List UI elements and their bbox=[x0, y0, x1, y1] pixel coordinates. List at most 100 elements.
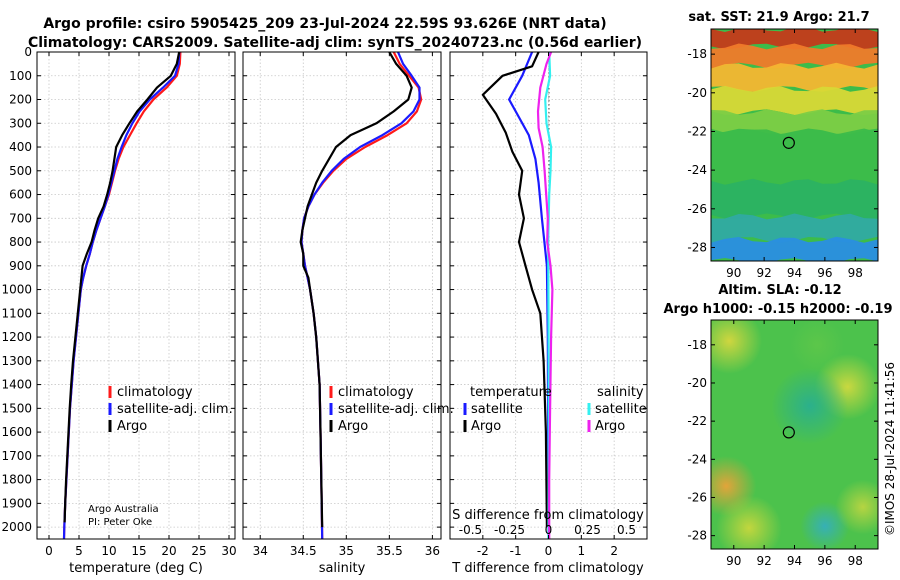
legend-label-satellite: satellite-adj. clim. bbox=[338, 402, 454, 417]
series-line-s-argo bbox=[536, 51, 554, 539]
map-x-tick-label: 94 bbox=[787, 554, 802, 568]
y-tick-label: 2000 bbox=[1, 520, 32, 534]
argo-location-marker bbox=[782, 426, 795, 439]
x-tick-label: 0 bbox=[545, 544, 553, 558]
t-difference-xlabel: T difference from climatology bbox=[451, 561, 644, 576]
x-tick-label: 30 bbox=[221, 544, 236, 558]
salinity-xlabel: salinity bbox=[319, 561, 366, 576]
salinity-legend: climatology satellite-adj. clim. Argo bbox=[329, 385, 454, 434]
x-tick-label: 25 bbox=[191, 544, 206, 558]
sst-band bbox=[711, 128, 878, 185]
sst-band bbox=[711, 29, 878, 50]
legend-label-argo: Argo bbox=[117, 419, 147, 434]
y-tick-label: 1000 bbox=[1, 283, 32, 297]
map-y-tick-label: -20 bbox=[687, 376, 707, 390]
x-tick-label: -2 bbox=[477, 544, 489, 558]
argo-location-marker bbox=[782, 136, 795, 149]
salinity-diff-legend: salinity satellite Argo bbox=[587, 385, 647, 434]
y-tick-label: 1600 bbox=[1, 425, 32, 439]
y-tick-label: 1400 bbox=[1, 378, 32, 392]
title-line-1: Argo profile: csiro 5905425_209 23-Jul-2… bbox=[43, 16, 606, 32]
y-tick-label: 100 bbox=[9, 69, 32, 83]
y-tick-label: 800 bbox=[9, 235, 32, 249]
temperature-xlabel: temperature (deg C) bbox=[69, 561, 203, 576]
legend-label-climatology: climatology bbox=[338, 385, 414, 400]
title-line-2: Climatology: CARS2009. Satellite-adj cli… bbox=[28, 35, 642, 51]
y-tick-label: 1500 bbox=[1, 401, 32, 415]
sla-map-title-2: Argo h1000: -0.15 h2000: -0.19 bbox=[663, 302, 892, 317]
sst-band bbox=[711, 236, 878, 261]
legend-label-satellite: satellite-adj. clim. bbox=[117, 402, 233, 417]
map-y-tick-label: -28 bbox=[687, 529, 707, 543]
map-x-tick-label: 96 bbox=[817, 266, 832, 280]
y-tick-label: 1100 bbox=[1, 306, 32, 320]
sla-anomaly-blob bbox=[711, 320, 763, 374]
legend-label-argo: Argo bbox=[338, 419, 368, 434]
map-y-tick-label: -22 bbox=[687, 414, 707, 428]
y-tick-label: 0 bbox=[24, 45, 32, 59]
series-line-argo bbox=[299, 51, 413, 528]
sla-map-title-1: Altim. SLA: -0.12 bbox=[718, 283, 841, 298]
credit-line-1: Argo Australia bbox=[88, 504, 159, 515]
x-tick-label: 0 bbox=[45, 544, 53, 558]
map-x-tick-label: 92 bbox=[756, 554, 771, 568]
salinity-panel: 34 34.5 35 35.5 36 salinity climatology sate… bbox=[242, 51, 454, 576]
series-line-t-satellite bbox=[508, 51, 550, 540]
sst-band bbox=[711, 109, 878, 135]
x-tick-label: 5 bbox=[75, 544, 83, 558]
s-tick-label: -0.5 bbox=[459, 523, 482, 537]
map-y-tick-label: -26 bbox=[687, 202, 707, 216]
map-y-tick-label: -18 bbox=[687, 47, 707, 61]
temperature-axes-box bbox=[36, 51, 236, 540]
map-x-tick-label: 92 bbox=[756, 266, 771, 280]
map-x-tick-label: 90 bbox=[726, 554, 741, 568]
y-tick-label: 1700 bbox=[1, 449, 32, 463]
series-line-t-argo bbox=[481, 51, 548, 528]
sla-anomaly-blob bbox=[771, 367, 848, 445]
s-tick-label: -0.25 bbox=[494, 523, 525, 537]
legend-label-t-satellite: satellite bbox=[471, 402, 523, 417]
x-tick-label: 1 bbox=[578, 544, 586, 558]
y-tick-label: 700 bbox=[9, 211, 32, 225]
sla-anomaly-blob bbox=[716, 495, 782, 549]
x-tick-label: 20 bbox=[161, 544, 176, 558]
x-tick-label: 34 bbox=[253, 544, 268, 558]
map-y-tick-label: -24 bbox=[687, 163, 707, 177]
legend-title-salinity: salinity bbox=[597, 385, 644, 400]
temperature-panel: 0100200300400500600700800900100011001200… bbox=[1, 45, 236, 576]
legend-label-s-satellite: satellite bbox=[595, 402, 647, 417]
x-tick-label: 35 bbox=[339, 544, 354, 558]
y-tick-label: 1200 bbox=[1, 330, 32, 344]
sst-band bbox=[711, 178, 878, 220]
sst-band bbox=[711, 62, 878, 92]
s-tick-label: 0 bbox=[545, 523, 553, 537]
x-tick-label: 35.5 bbox=[376, 544, 403, 558]
y-tick-label: 500 bbox=[9, 164, 32, 178]
x-tick-label: 15 bbox=[131, 544, 146, 558]
map-x-tick-label: 98 bbox=[848, 266, 863, 280]
s-tick-label: 0.5 bbox=[617, 523, 636, 537]
map-x-tick-label: 90 bbox=[726, 266, 741, 280]
sst-map-title: sat. SST: 21.9 Argo: 21.7 bbox=[688, 10, 869, 25]
series-line-climatology bbox=[300, 51, 423, 540]
series-line-argo bbox=[63, 51, 181, 523]
sla-map: 90 92 94 96 98 -18 -20 -22 -24 -26 -28 bbox=[687, 319, 879, 568]
series-line-s-satellite bbox=[544, 51, 553, 540]
x-tick-label: 2 bbox=[610, 544, 618, 558]
y-tick-label: 1300 bbox=[1, 354, 32, 368]
y-tick-label: 1800 bbox=[1, 473, 32, 487]
sst-band bbox=[711, 85, 878, 116]
sla-anomaly-blob bbox=[789, 320, 845, 373]
y-tick-label: 600 bbox=[9, 188, 32, 202]
temperature-legend: climatology satellite-adj. clim. Argo bbox=[108, 385, 233, 434]
x-tick-label: -1 bbox=[510, 544, 522, 558]
map-y-tick-label: -22 bbox=[687, 124, 707, 138]
sst-band bbox=[711, 43, 878, 69]
copyright-stamp: ©IMOS 28-Jul-2024 11:41:56 bbox=[883, 362, 897, 536]
difference-panel: -2 -1 0 1 2 -0.5 -0.25 0 0.25 0.5 S difference f… bbox=[449, 51, 648, 576]
legend-label-climatology: climatology bbox=[117, 385, 193, 400]
s-difference-xlabel: S difference from climatology bbox=[452, 508, 644, 523]
map-x-tick-label: 98 bbox=[848, 554, 863, 568]
y-tick-label: 300 bbox=[9, 116, 32, 130]
